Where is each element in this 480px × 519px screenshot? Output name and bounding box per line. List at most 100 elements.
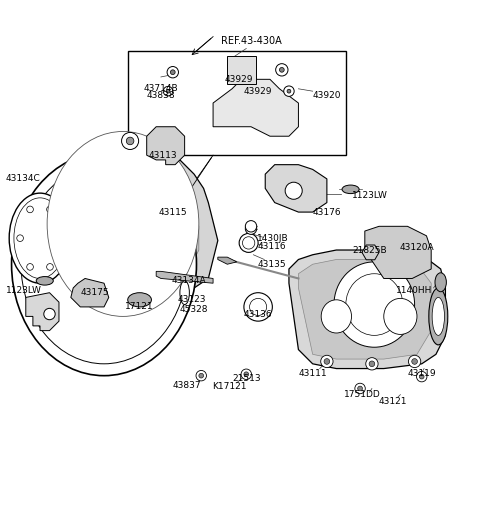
Circle shape <box>121 132 139 149</box>
Ellipse shape <box>346 274 403 335</box>
Ellipse shape <box>66 219 142 309</box>
Circle shape <box>284 86 294 97</box>
Text: 43134A: 43134A <box>172 276 207 285</box>
Circle shape <box>27 206 34 213</box>
Text: 43116: 43116 <box>258 242 287 251</box>
Polygon shape <box>213 79 299 136</box>
Ellipse shape <box>432 297 444 335</box>
Circle shape <box>241 369 252 379</box>
Text: 43134C: 43134C <box>6 174 41 183</box>
Text: REF.43-430A: REF.43-430A <box>221 36 281 46</box>
Polygon shape <box>26 293 59 331</box>
Text: 43111: 43111 <box>299 369 327 378</box>
Circle shape <box>355 383 365 394</box>
Circle shape <box>324 359 330 364</box>
Polygon shape <box>228 56 256 84</box>
Ellipse shape <box>244 293 272 321</box>
Text: 17121: 17121 <box>125 303 154 311</box>
Ellipse shape <box>435 273 446 292</box>
Text: 21825B: 21825B <box>352 246 387 255</box>
Circle shape <box>170 70 175 75</box>
Text: 43136: 43136 <box>244 309 273 319</box>
Text: 1430JB: 1430JB <box>256 234 288 243</box>
Text: 1123LW: 1123LW <box>5 286 41 295</box>
Ellipse shape <box>102 186 163 257</box>
Circle shape <box>366 358 378 370</box>
Ellipse shape <box>9 193 71 283</box>
Ellipse shape <box>36 277 53 285</box>
Polygon shape <box>71 279 109 307</box>
Circle shape <box>47 206 53 213</box>
Text: 43123: 43123 <box>178 295 206 304</box>
Ellipse shape <box>321 300 351 333</box>
Ellipse shape <box>136 245 172 283</box>
Circle shape <box>412 359 418 364</box>
Circle shape <box>196 371 206 381</box>
Text: 43837: 43837 <box>173 380 201 390</box>
Ellipse shape <box>342 185 359 194</box>
Polygon shape <box>61 151 218 293</box>
Ellipse shape <box>242 237 255 249</box>
Text: 43115: 43115 <box>158 208 187 216</box>
Ellipse shape <box>384 298 417 334</box>
Circle shape <box>417 372 427 382</box>
Circle shape <box>285 182 302 199</box>
Ellipse shape <box>111 196 154 248</box>
Text: 43135: 43135 <box>258 260 287 269</box>
Ellipse shape <box>180 281 190 305</box>
Text: 45328: 45328 <box>180 305 208 314</box>
Polygon shape <box>299 260 431 359</box>
Circle shape <box>27 264 34 270</box>
Text: 1751DD: 1751DD <box>344 390 381 399</box>
Ellipse shape <box>250 298 267 316</box>
Ellipse shape <box>80 229 132 290</box>
Text: 1123LW: 1123LW <box>352 191 387 200</box>
Polygon shape <box>362 245 379 260</box>
Circle shape <box>245 223 257 235</box>
Polygon shape <box>218 257 237 264</box>
Text: 43176: 43176 <box>312 208 341 216</box>
Text: 1140HH: 1140HH <box>396 286 433 295</box>
Text: 43920: 43920 <box>312 91 341 100</box>
Ellipse shape <box>47 131 199 317</box>
Circle shape <box>199 373 204 378</box>
Circle shape <box>358 386 362 391</box>
Ellipse shape <box>334 262 415 347</box>
Bar <box>128 51 346 155</box>
Text: 43113: 43113 <box>149 151 178 160</box>
Circle shape <box>279 67 284 72</box>
Circle shape <box>166 89 170 93</box>
Text: 43838: 43838 <box>146 91 175 100</box>
Ellipse shape <box>21 165 187 364</box>
Polygon shape <box>80 160 199 279</box>
Polygon shape <box>289 250 445 368</box>
Circle shape <box>163 87 173 96</box>
Circle shape <box>321 356 333 367</box>
Circle shape <box>44 308 55 320</box>
Text: K17121: K17121 <box>213 382 247 391</box>
Polygon shape <box>265 165 327 212</box>
Ellipse shape <box>429 288 448 345</box>
Circle shape <box>276 64 288 76</box>
Circle shape <box>369 361 375 366</box>
Circle shape <box>245 221 257 232</box>
Circle shape <box>287 89 291 93</box>
Ellipse shape <box>12 153 196 376</box>
Circle shape <box>420 374 424 379</box>
Text: 43929: 43929 <box>225 75 253 84</box>
Circle shape <box>17 235 24 241</box>
Text: 43120A: 43120A <box>400 243 434 252</box>
Text: 43929: 43929 <box>244 87 272 95</box>
Circle shape <box>57 235 63 241</box>
Polygon shape <box>147 127 185 165</box>
Text: 43175: 43175 <box>80 288 109 297</box>
Circle shape <box>47 264 53 270</box>
Circle shape <box>167 66 179 78</box>
Text: 43119: 43119 <box>408 369 436 378</box>
Circle shape <box>408 356 421 367</box>
Circle shape <box>126 137 134 145</box>
Text: 43121: 43121 <box>379 397 408 406</box>
Circle shape <box>244 372 249 377</box>
Text: 43714B: 43714B <box>144 84 178 93</box>
Text: 21513: 21513 <box>232 374 261 383</box>
